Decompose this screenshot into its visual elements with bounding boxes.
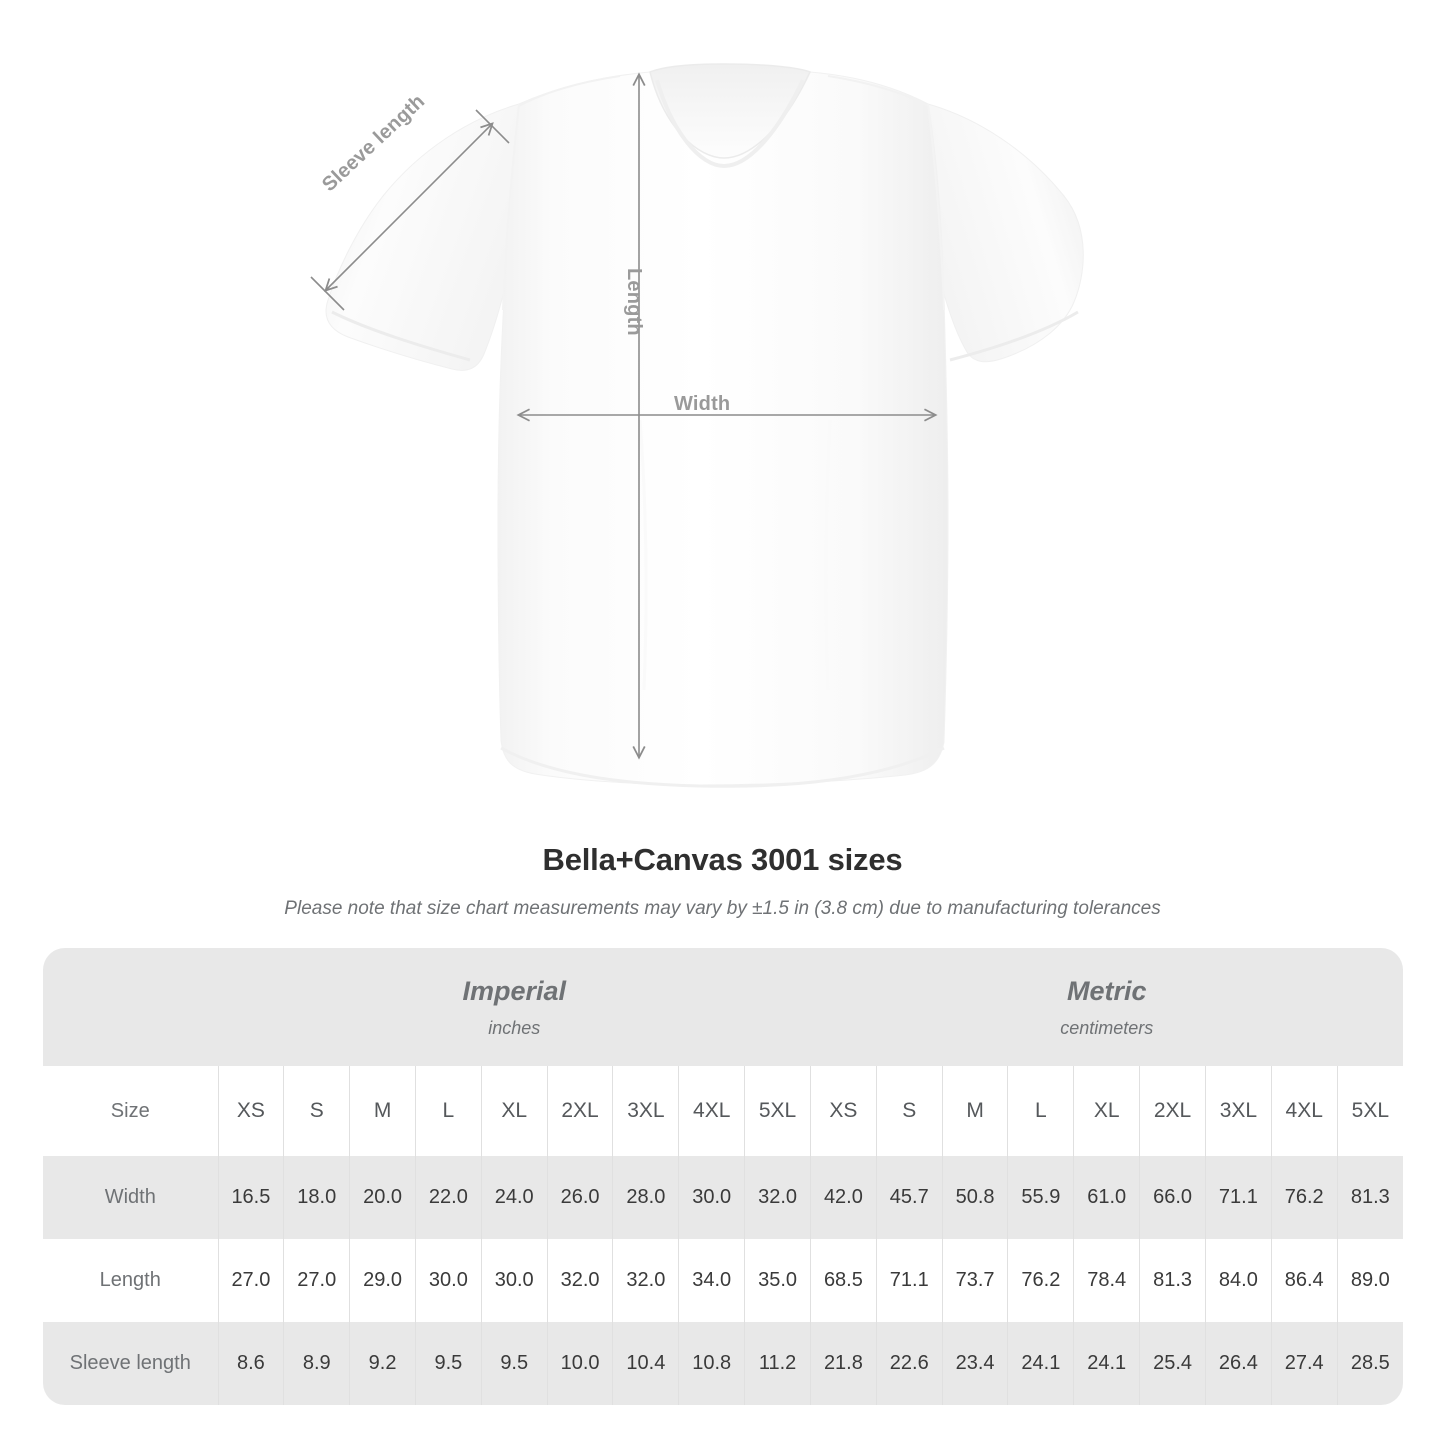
measurement-cell: 42.0: [810, 1156, 877, 1239]
table-row: Length 27.0 27.0 29.0 30.0 30.0 32.0 32.0 34.0 35…: [43, 1239, 1404, 1322]
table-row: Sleeve length 8.6 8.9 9.2 9.5 9.5 10.0 10.4 10.8…: [43, 1322, 1404, 1405]
unit-banner-metric: Metric centimeters: [810, 948, 1404, 1066]
width-label: Width: [674, 393, 731, 415]
size-header-xs: XS: [217, 1066, 284, 1156]
size-header-l: L: [1007, 1066, 1074, 1156]
size-header-3xl: 3XL: [1204, 1066, 1272, 1156]
size-chart-heading: Bella+Canvas 3001 sizes Please note that…: [0, 842, 1445, 920]
unit-system-subtitle: inches: [488, 1017, 541, 1038]
measurement-cell: 24.0: [480, 1156, 548, 1239]
unit-banner-spacer: [43, 948, 218, 1066]
measurement-cell: 86.4: [1270, 1239, 1338, 1322]
measurement-cell: 81.3: [1336, 1156, 1404, 1239]
size-header-2xl: 2XL: [1139, 1066, 1206, 1156]
unit-banner-row: Imperial inches Metric centimeters: [43, 948, 1404, 1066]
measurement-row-label: Sleeve length: [43, 1322, 218, 1405]
measurement-cell: 27.0: [283, 1239, 350, 1322]
unit-banner-imperial: Imperial inches: [218, 948, 811, 1066]
table-row: Width 16.5 18.0 20.0 22.0 24.0 26.0 28.0 30.0 32.…: [43, 1156, 1404, 1239]
measurement-cell: 10.0: [546, 1322, 613, 1405]
measurement-cell: 24.1: [1007, 1322, 1074, 1405]
measurement-cell: 8.6: [217, 1322, 284, 1405]
measurement-cell: 81.3: [1139, 1239, 1206, 1322]
measurement-cell: 23.4: [941, 1322, 1008, 1405]
measurement-cell: 28.0: [612, 1156, 679, 1239]
size-header-5xl: 5XL: [744, 1066, 811, 1156]
measurement-cell: 84.0: [1204, 1239, 1272, 1322]
measurement-cell: 45.7: [875, 1156, 943, 1239]
unit-system-subtitle: centimeters: [1060, 1017, 1154, 1038]
size-row-label: Size: [43, 1066, 218, 1156]
measurement-cell: 30.0: [678, 1156, 745, 1239]
measurement-cell: 21.8: [810, 1322, 877, 1405]
measurement-cell: 10.8: [678, 1322, 745, 1405]
measurement-cell: 27.0: [217, 1239, 284, 1322]
measurement-cell: 30.0: [480, 1239, 548, 1322]
measurement-cell: 9.2: [349, 1322, 416, 1405]
measurement-cell: 71.1: [875, 1239, 943, 1322]
size-header-s: S: [875, 1066, 943, 1156]
length-label: Length: [623, 268, 645, 336]
shirt-body-shape: [325, 63, 1084, 788]
size-chart-table-container: Imperial inches Metric centimeters Size XS S M L…: [43, 948, 1404, 1405]
measurement-cell: 26.4: [1204, 1322, 1272, 1405]
size-chart-table: Imperial inches Metric centimeters Size XS S M L…: [43, 948, 1404, 1405]
measurement-cell: 25.4: [1139, 1322, 1206, 1405]
measurement-cell: 9.5: [480, 1322, 548, 1405]
measurement-cell: 16.5: [217, 1156, 284, 1239]
size-header-5xl: 5XL: [1336, 1066, 1404, 1156]
measurement-cell: 10.4: [612, 1322, 679, 1405]
measurement-cell: 18.0: [283, 1156, 350, 1239]
measurement-cell: 66.0: [1139, 1156, 1206, 1239]
measurement-cell: 78.4: [1073, 1239, 1140, 1322]
measurement-cell: 89.0: [1336, 1239, 1404, 1322]
measurement-cell: 24.1: [1073, 1322, 1140, 1405]
measurement-row-label: Width: [43, 1156, 218, 1239]
measurement-cell: 22.6: [875, 1322, 943, 1405]
size-header-3xl: 3XL: [612, 1066, 679, 1156]
measurement-cell: 55.9: [1007, 1156, 1074, 1239]
tolerance-note: Please note that size chart measurements…: [284, 898, 1161, 919]
measurement-cell: 68.5: [810, 1239, 877, 1322]
measurement-cell: 30.0: [414, 1239, 482, 1322]
measurement-cell: 73.7: [941, 1239, 1008, 1322]
unit-system-name: Metric: [1067, 975, 1147, 1006]
measurement-cell: 50.8: [941, 1156, 1008, 1239]
size-header-row: Size XS S M L XL 2XL 3XL 4XL 5XL XS S M L XL 2XL 3XL 4XL 5…: [43, 1066, 1404, 1156]
measurement-cell: 28.5: [1336, 1322, 1404, 1405]
size-header-m: M: [349, 1066, 416, 1156]
measurement-cell: 76.2: [1007, 1239, 1074, 1322]
measurement-cell: 34.0: [678, 1239, 745, 1322]
measurement-cell: 20.0: [349, 1156, 416, 1239]
measurement-cell: 32.0: [612, 1239, 679, 1322]
measurement-cell: 29.0: [349, 1239, 416, 1322]
measurement-cell: 9.5: [414, 1322, 482, 1405]
sleeve-length-dimension: [310, 109, 510, 311]
measurement-cell: 76.2: [1270, 1156, 1338, 1239]
measurement-cell: 11.2: [744, 1322, 811, 1405]
unit-system-name: Imperial: [462, 975, 567, 1006]
measurement-cell: 32.0: [546, 1239, 613, 1322]
measurement-row-label: Length: [43, 1239, 218, 1322]
size-header-4xl: 4XL: [1270, 1066, 1338, 1156]
measurement-cell: 61.0: [1073, 1156, 1140, 1239]
size-header-xl: XL: [480, 1066, 548, 1156]
measurement-cell: 8.9: [283, 1322, 350, 1405]
size-header-4xl: 4XL: [678, 1066, 745, 1156]
tshirt-illustration: [310, 63, 1084, 788]
measurement-cell: 35.0: [744, 1239, 811, 1322]
measurement-cell: 22.0: [414, 1156, 482, 1239]
page-title: Bella+Canvas 3001 sizes: [542, 842, 903, 877]
size-header-m: M: [941, 1066, 1008, 1156]
size-header-s: S: [283, 1066, 350, 1156]
size-header-2xl: 2XL: [546, 1066, 613, 1156]
tshirt-measurement-diagram: Sleeve length Length Width: [310, 63, 1084, 788]
size-header-l: L: [414, 1066, 482, 1156]
measurement-cell: 26.0: [546, 1156, 613, 1239]
size-header-xl: XL: [1073, 1066, 1140, 1156]
measurement-cell: 32.0: [744, 1156, 811, 1239]
measurement-cell: 71.1: [1204, 1156, 1272, 1239]
measurement-cell: 27.4: [1270, 1322, 1338, 1405]
size-header-xs: XS: [810, 1066, 877, 1156]
